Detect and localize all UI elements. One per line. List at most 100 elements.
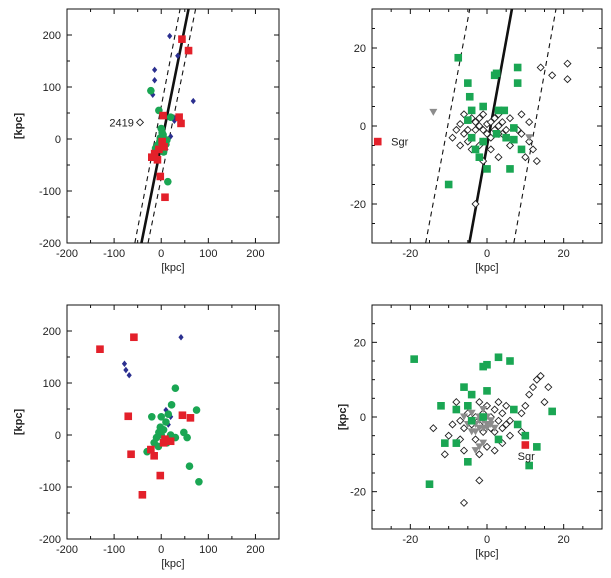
data-point-open-diamond	[498, 424, 507, 433]
x-tick-label: -20	[402, 534, 418, 546]
data-point-square	[96, 345, 104, 353]
data-point-square	[464, 458, 472, 466]
y-tick-label: -100	[39, 186, 61, 198]
data-point-open-diamond	[452, 398, 461, 407]
x-tick-label: -200	[56, 248, 78, 260]
data-point-square	[178, 411, 187, 420]
data-point-open-diamond	[471, 199, 480, 209]
data-point-triangle	[429, 108, 438, 116]
data-point-open-diamond	[475, 476, 484, 485]
data-point-open-diamond	[459, 424, 469, 433]
data-point-circle	[185, 462, 194, 471]
data-point-open-diamond	[479, 125, 488, 134]
data-point-square	[130, 333, 138, 342]
data-point-circle	[164, 410, 173, 419]
y-tick-label: -200	[39, 534, 61, 546]
data-point-square	[521, 431, 530, 440]
data-point-open-diamond	[544, 383, 553, 392]
x-tick-label: 0	[158, 544, 164, 556]
data-point-open-diamond	[486, 145, 495, 154]
data-point-square	[494, 353, 503, 362]
data-point-square	[425, 480, 434, 488]
data-point-square	[479, 102, 487, 111]
data-point-square	[186, 414, 195, 422]
data-point-square	[177, 119, 185, 128]
data-point-open-diamond	[528, 383, 538, 392]
x-tick-label: -100	[103, 544, 125, 556]
data-point-square	[471, 145, 480, 154]
data-point-open-diamond	[459, 446, 469, 455]
data-point-triangle	[486, 420, 495, 428]
data-point-square	[510, 135, 518, 144]
data-point-square	[175, 113, 183, 121]
data-point-open-diamond	[452, 125, 461, 134]
data-point-square	[161, 435, 169, 443]
x-tick-label: 100	[199, 248, 217, 260]
data-point-diamond	[126, 372, 132, 379]
panel-bottom-left: -200 -100 0 100 200 -200 -100 0 100 200 [kpc] [kpc]	[13, 304, 280, 570]
plot-area	[410, 353, 556, 507]
data-point-open-diamond	[463, 125, 472, 134]
data-point-circle	[195, 478, 203, 486]
data-point-open-diamond	[479, 110, 488, 119]
fit-line	[140, 9, 190, 243]
y-tick-label: 20	[354, 43, 366, 55]
data-point-square	[153, 156, 162, 164]
data-point-square	[452, 439, 461, 447]
y-tick-label: 200	[43, 30, 61, 42]
data-point-open-diamond	[536, 63, 545, 72]
data-point-diamond	[123, 366, 129, 374]
data-point-open-diamond	[521, 153, 530, 162]
data-point-square	[127, 450, 135, 459]
x-tick-label: 20	[558, 534, 570, 546]
data-point-square	[467, 416, 476, 425]
data-point-open-diamond	[494, 153, 503, 162]
data-point-square	[510, 405, 518, 414]
data-point-open-diamond	[525, 390, 534, 399]
data-point-square	[158, 137, 166, 146]
data-point-square	[479, 137, 487, 146]
data-point-open-diamond	[471, 118, 480, 127]
data-point-open-diamond	[563, 59, 572, 68]
y-axis-label: [kpc]	[13, 409, 25, 436]
x-tick-label: 0	[158, 248, 164, 260]
plot-frame	[66, 8, 280, 244]
annotation-label: 2419	[109, 117, 133, 129]
data-point-circle	[156, 423, 165, 432]
data-point-square	[475, 153, 484, 161]
data-point-square	[506, 165, 514, 173]
data-point-diamond	[167, 32, 173, 40]
panel-top-right: -20 0 20 -20 0 20 [kpc] Sgr	[350, 8, 603, 274]
x-tick-label: -200	[56, 544, 78, 556]
data-point-triangle	[479, 406, 488, 414]
data-point-open-diamond	[490, 114, 499, 123]
data-point-open-diamond	[448, 133, 457, 142]
annotation-label: Sgr	[518, 451, 535, 463]
data-point-square	[483, 387, 491, 395]
data-point-square	[460, 383, 468, 391]
data-point-square	[479, 413, 487, 421]
data-point-circle	[162, 418, 170, 426]
data-point-square	[124, 412, 133, 421]
data-point-square	[444, 180, 453, 189]
data-point-square	[160, 143, 168, 151]
x-tick-label: 0	[484, 248, 490, 260]
data-point-square	[525, 461, 533, 470]
data-point-square	[452, 405, 461, 414]
data-point-triangle	[467, 428, 476, 436]
data-point-triangle	[490, 424, 499, 432]
x-axis-label: [kpc]	[161, 262, 184, 274]
y-tick-label: 100	[43, 378, 61, 390]
panel-top-left: -200 -100 0 100 200 -200 -100 0 100 200 [kpc] [kpc]…	[13, 8, 280, 274]
data-point-circle	[164, 177, 172, 186]
data-point-circle	[147, 86, 155, 95]
x-tick-label: -100	[103, 248, 125, 260]
y-tick-label: 0	[360, 121, 366, 133]
data-point-open-diamond	[482, 401, 492, 410]
data-point-square	[437, 402, 445, 410]
data-point-square	[454, 53, 463, 62]
data-point-open-diamond	[456, 141, 465, 150]
data-point-square	[464, 79, 472, 87]
dashed-boundary-line	[425, 9, 471, 243]
